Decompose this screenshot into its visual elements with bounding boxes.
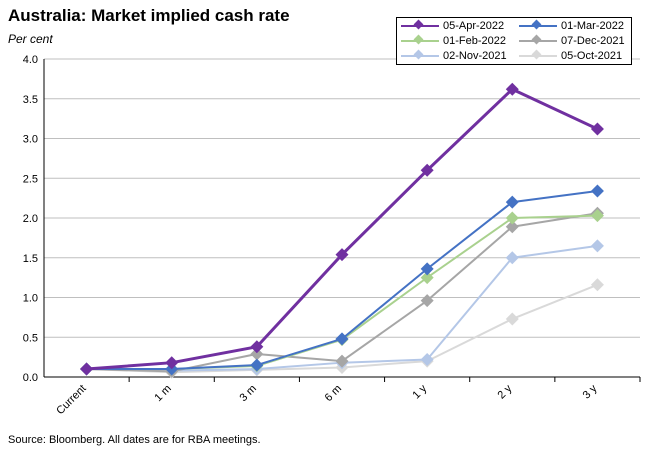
- source-note: Source: Bloomberg. All dates are for RBA…: [8, 434, 261, 446]
- y-tick-label: 2.5: [23, 173, 38, 185]
- data-point: [165, 356, 179, 370]
- y-tick-label: 1.0: [23, 293, 38, 305]
- data-point: [505, 220, 519, 234]
- x-tick-label: 3 m: [238, 383, 259, 404]
- data-point: [420, 262, 434, 276]
- x-tick-label: 6 m: [323, 383, 344, 404]
- data-point: [420, 353, 434, 367]
- data-point: [505, 195, 519, 209]
- x-tick-label: 3 y: [581, 382, 600, 401]
- y-tick-label: 0.5: [23, 332, 38, 344]
- legend-label: 05-Apr-2022: [443, 20, 505, 32]
- series-line: [86, 212, 598, 373]
- legend-label: 02-Nov-2021: [443, 50, 507, 62]
- legend-entry: 07-Dec-2021: [515, 33, 633, 49]
- legend-entry: 02-Nov-2021: [397, 48, 515, 64]
- legend-entry: 05-Oct-2021: [515, 48, 633, 64]
- x-tick-label: 1 y: [410, 382, 429, 401]
- y-axis-unit: Per cent: [8, 32, 53, 46]
- data-point: [420, 163, 434, 177]
- x-tick-label: Current: [54, 383, 88, 417]
- legend-diamond-icon: [413, 49, 424, 60]
- data-point: [80, 362, 94, 376]
- legend-diamond-icon: [531, 49, 542, 60]
- legend-label: 07-Dec-2021: [561, 35, 625, 47]
- data-point: [505, 312, 519, 326]
- data-point: [250, 358, 264, 372]
- data-point: [590, 122, 604, 136]
- data-point: [590, 239, 604, 253]
- legend-entry: 01-Feb-2022: [397, 33, 515, 49]
- legend-diamond-icon: [413, 19, 424, 30]
- x-tick-label: 1 m: [152, 383, 173, 404]
- y-tick-label: 3.0: [23, 134, 38, 146]
- legend-label: 05-Oct-2021: [561, 50, 623, 62]
- legend-label: 01-Feb-2022: [443, 35, 506, 47]
- data-point: [250, 347, 264, 361]
- data-point: [335, 354, 349, 368]
- y-tick-label: 4.0: [23, 54, 38, 66]
- data-point: [335, 248, 349, 262]
- legend-diamond-icon: [413, 34, 424, 45]
- data-point: [420, 294, 434, 308]
- data-point: [420, 271, 434, 285]
- series-line: [86, 87, 599, 371]
- data-point: [590, 209, 604, 223]
- data-point: [505, 251, 519, 265]
- legend-diamond-icon: [531, 34, 542, 45]
- x-tick-label: 2 y: [496, 382, 515, 401]
- data-point: [505, 82, 519, 96]
- data-point: [590, 278, 604, 292]
- y-tick-label: 2.0: [23, 213, 38, 225]
- data-point: [335, 332, 349, 346]
- chart-legend: 05-Apr-2022 01-Mar-2022 01-Feb-2022 07-Dec-…: [396, 17, 632, 65]
- legend-diamond-icon: [531, 19, 542, 30]
- series-line: [86, 244, 598, 372]
- legend-label: 01-Mar-2022: [561, 20, 624, 32]
- data-point: [505, 211, 519, 225]
- y-tick-label: 1.5: [23, 253, 38, 265]
- legend-entry: 01-Mar-2022: [515, 18, 633, 34]
- data-point: [590, 184, 604, 198]
- legend-entry: 05-Apr-2022: [397, 18, 515, 34]
- chart-title: Australia: Market implied cash rate: [8, 6, 290, 25]
- y-tick-label: 0.0: [23, 372, 38, 384]
- y-tick-label: 3.5: [23, 94, 38, 106]
- data-point: [250, 340, 264, 354]
